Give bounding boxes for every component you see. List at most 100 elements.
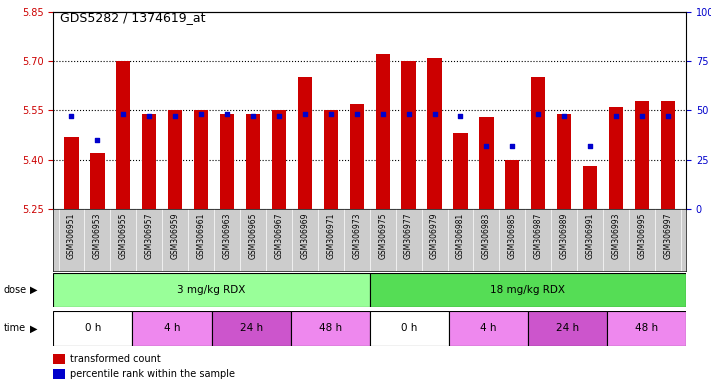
Text: GDS5282 / 1374619_at: GDS5282 / 1374619_at	[60, 12, 206, 25]
Text: 0 h: 0 h	[401, 323, 417, 333]
Text: GSM306961: GSM306961	[197, 212, 205, 259]
Bar	[449, 311, 528, 346]
Point	[584, 143, 596, 149]
Bar	[370, 311, 449, 346]
Bar	[132, 311, 212, 346]
Text: GSM306983: GSM306983	[482, 212, 491, 259]
Text: ▶: ▶	[30, 285, 38, 295]
Text: GSM306975: GSM306975	[378, 212, 387, 259]
Text: GSM306995: GSM306995	[638, 212, 646, 259]
Point	[662, 113, 673, 119]
Bar	[142, 114, 156, 209]
Bar	[607, 311, 686, 346]
Text: GSM306951: GSM306951	[67, 212, 76, 259]
Text: GSM306963: GSM306963	[223, 212, 232, 259]
Text: 4 h: 4 h	[164, 323, 180, 333]
Bar	[53, 273, 370, 307]
Point	[403, 111, 415, 118]
Point	[221, 111, 232, 118]
Text: GSM306979: GSM306979	[430, 212, 439, 259]
Point	[92, 137, 103, 143]
Point	[117, 111, 129, 118]
Text: GSM306973: GSM306973	[352, 212, 361, 259]
Text: transformed count: transformed count	[70, 354, 161, 364]
Point	[636, 113, 648, 119]
Bar	[90, 153, 105, 209]
Text: GSM306957: GSM306957	[145, 212, 154, 259]
Point	[196, 111, 207, 118]
Text: GSM306989: GSM306989	[560, 212, 569, 259]
Text: GSM306967: GSM306967	[274, 212, 284, 259]
Bar	[454, 134, 468, 209]
Point	[481, 143, 492, 149]
Text: GSM306981: GSM306981	[456, 212, 465, 258]
Bar	[291, 311, 370, 346]
Text: GSM306971: GSM306971	[326, 212, 336, 259]
Bar	[557, 114, 572, 209]
Text: 18 mg/kg RDX: 18 mg/kg RDX	[491, 285, 565, 295]
Text: GSM306985: GSM306985	[508, 212, 517, 259]
Bar	[220, 114, 234, 209]
Point	[429, 111, 440, 118]
Text: percentile rank within the sample: percentile rank within the sample	[70, 369, 235, 379]
Point	[455, 113, 466, 119]
Bar	[661, 101, 675, 209]
Bar	[635, 101, 649, 209]
Bar	[479, 117, 493, 209]
Bar	[370, 273, 686, 307]
Text: GSM306953: GSM306953	[93, 212, 102, 259]
Bar	[246, 114, 260, 209]
Text: GSM306955: GSM306955	[119, 212, 128, 259]
Point	[351, 111, 363, 118]
Text: GSM306987: GSM306987	[534, 212, 542, 259]
Bar	[324, 111, 338, 209]
Text: 24 h: 24 h	[556, 323, 579, 333]
Point	[66, 113, 77, 119]
Bar	[402, 61, 416, 209]
Bar	[298, 78, 312, 209]
Bar	[350, 104, 364, 209]
Bar	[53, 369, 65, 379]
Point	[325, 111, 336, 118]
Point	[533, 111, 544, 118]
Text: 24 h: 24 h	[240, 323, 262, 333]
Point	[507, 143, 518, 149]
Bar	[531, 78, 545, 209]
Point	[559, 113, 570, 119]
Bar	[194, 111, 208, 209]
Point	[377, 111, 388, 118]
Bar	[272, 111, 286, 209]
Bar	[583, 166, 597, 209]
Point	[611, 113, 622, 119]
Text: GSM306991: GSM306991	[586, 212, 594, 259]
Text: 0 h: 0 h	[85, 323, 101, 333]
Bar	[65, 137, 79, 209]
Text: dose: dose	[4, 285, 27, 295]
Text: 48 h: 48 h	[635, 323, 658, 333]
Text: GSM306977: GSM306977	[404, 212, 413, 259]
Point	[273, 113, 284, 119]
Bar	[609, 107, 624, 209]
Bar	[53, 354, 65, 364]
Bar	[427, 58, 442, 209]
Text: GSM306997: GSM306997	[663, 212, 673, 259]
Text: GSM306959: GSM306959	[171, 212, 180, 259]
Bar	[375, 55, 390, 209]
Bar	[506, 160, 520, 209]
Text: GSM306993: GSM306993	[611, 212, 621, 259]
Text: 3 mg/kg RDX: 3 mg/kg RDX	[177, 285, 246, 295]
Point	[247, 113, 259, 119]
Text: GSM306965: GSM306965	[249, 212, 257, 259]
Text: GSM306969: GSM306969	[300, 212, 309, 259]
Text: ▶: ▶	[30, 323, 38, 333]
Text: 4 h: 4 h	[480, 323, 496, 333]
Point	[299, 111, 311, 118]
Bar	[168, 111, 182, 209]
Bar	[116, 61, 131, 209]
Text: time: time	[4, 323, 26, 333]
Point	[169, 113, 181, 119]
Bar	[212, 311, 291, 346]
Point	[144, 113, 155, 119]
Bar	[528, 311, 607, 346]
Text: 48 h: 48 h	[319, 323, 342, 333]
